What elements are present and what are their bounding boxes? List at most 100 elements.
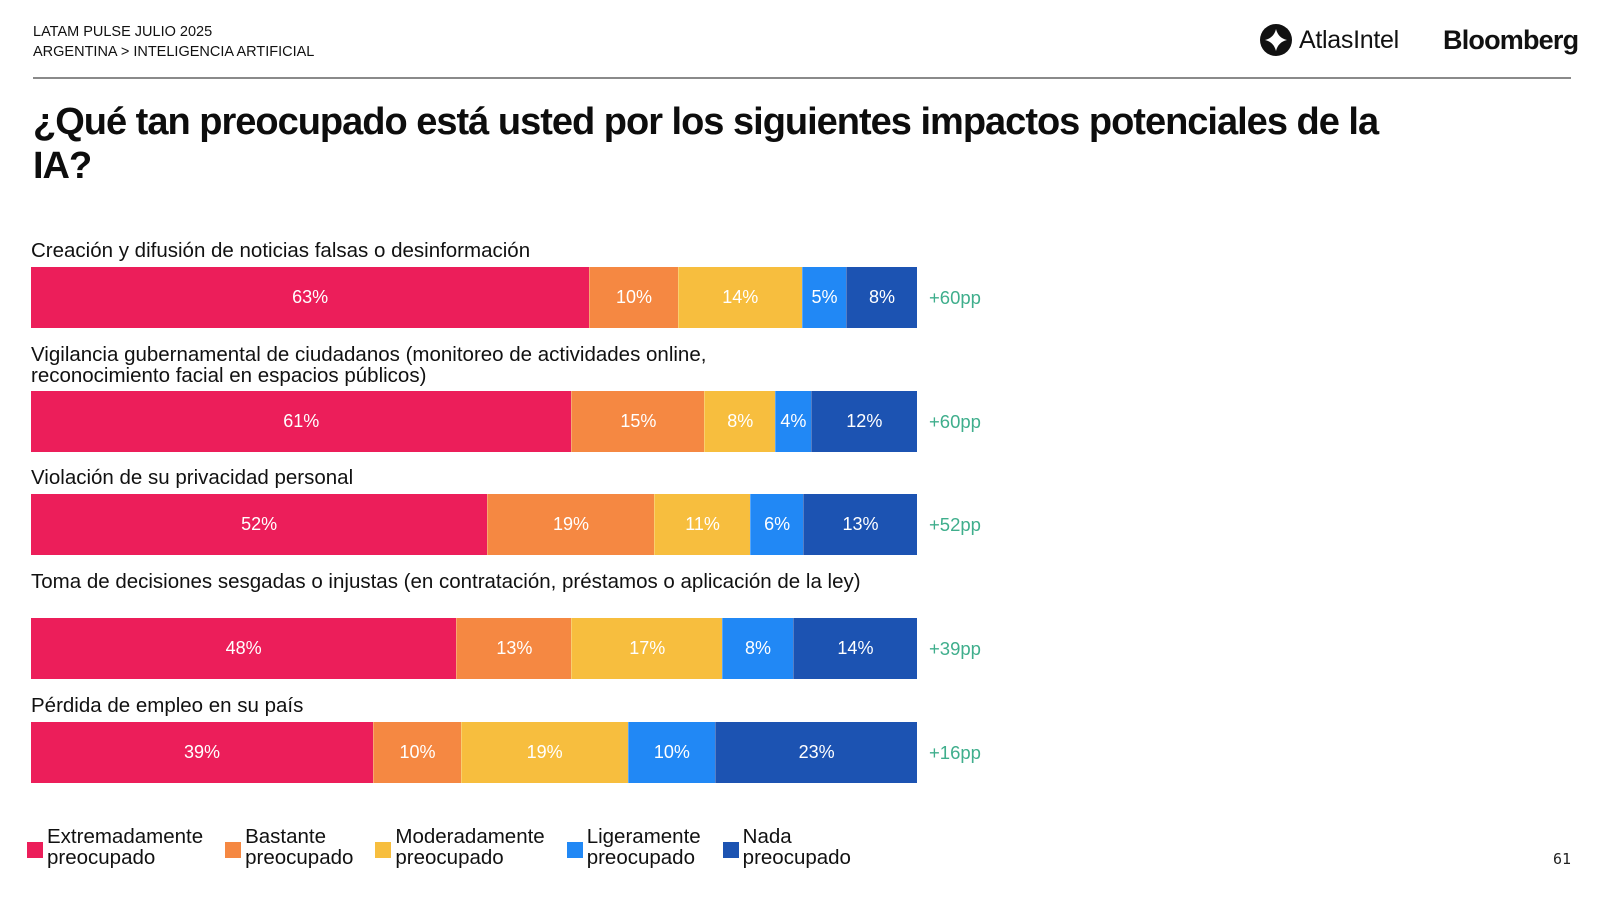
net-score-label: +52pp <box>929 514 981 535</box>
net-score-label: +60pp <box>929 287 981 308</box>
bar-segment-extremadamente: 48% <box>31 618 457 679</box>
data-label: 39% <box>184 742 221 762</box>
data-label: 12% <box>846 411 883 431</box>
data-label: 61% <box>283 411 320 431</box>
stacked-bar: 39% 10% 19% 10% 23% <box>31 722 917 783</box>
data-label: 17% <box>629 638 666 658</box>
bar-segment-bastante: 19% <box>487 494 654 555</box>
chart-legend: Extremadamente preocupado Bastante preocupa… <box>27 826 873 868</box>
bar-segment-nada: 13% <box>802 494 917 555</box>
legend-label-line: preocupado <box>245 846 354 869</box>
bar-segment-bastante: 10% <box>589 267 678 328</box>
category-label: Violación de su privacidad personal <box>31 466 354 489</box>
legend-item: Extremadamente preocupado <box>27 826 203 868</box>
net-score-label: +39pp <box>929 638 981 659</box>
atlasintel-logo-text: AtlasIntel <box>1299 25 1399 54</box>
data-label: 19% <box>526 742 563 762</box>
bar-segment-ligeramente: 4% <box>775 391 811 452</box>
legend-label-line: preocupado <box>586 846 695 869</box>
data-label: 5% <box>811 287 838 307</box>
legend-label: Moderadamente preocupado <box>395 826 544 868</box>
legend-label-line: Extremadamente <box>47 825 204 848</box>
legend-swatch <box>722 842 739 858</box>
bar-segment-ligeramente: 5% <box>801 267 847 328</box>
breadcrumb: LATAM PULSE JULIO 2025 ARGENTINA > INTEL… <box>33 22 314 62</box>
stacked-bar: 48% 13% 17% 8% 14% <box>31 618 917 679</box>
stacked-bar: 63% 10% 14% 5% 8% <box>31 267 917 328</box>
bar-segment-extremadamente: 63% <box>31 267 590 328</box>
bar-segment-bastante: 15% <box>571 391 705 452</box>
data-label: 10% <box>653 742 690 762</box>
legend-swatch <box>566 842 583 858</box>
atlasintel-logo: AtlasIntel <box>1259 22 1399 58</box>
data-label: 19% <box>552 514 589 534</box>
legend-item: Moderadamente preocupado <box>375 826 545 868</box>
data-label: 52% <box>241 514 278 534</box>
data-label: 10% <box>399 742 436 762</box>
legend-label-line: Moderadamente <box>395 825 545 848</box>
legend-item: Ligeramente preocupado <box>566 826 701 868</box>
data-label: 14% <box>722 287 759 307</box>
legend-label-line: Ligeramente <box>586 825 701 848</box>
legend-item: Nada preocupado <box>722 826 851 868</box>
data-label: 10% <box>615 287 652 307</box>
legend-label-line: preocupado <box>742 846 851 869</box>
page-number: 61 <box>1553 850 1572 868</box>
legend-label: Bastante preocupado <box>245 826 353 868</box>
legend-swatch <box>225 842 242 858</box>
bar-segment-ligeramente: 8% <box>722 618 793 679</box>
header-divider <box>33 77 1571 79</box>
atlasintel-logo-icon <box>1260 24 1292 56</box>
data-label: 48% <box>225 638 262 658</box>
bar-segment-nada: 23% <box>715 722 917 783</box>
bar-segment-moderadamente: 19% <box>460 722 628 783</box>
bar-segment-extremadamente: 61% <box>31 391 572 452</box>
bar-segment-moderadamente: 11% <box>653 494 751 555</box>
data-label: 6% <box>764 514 791 534</box>
chart-title: ¿Qué tan preocupado está usted por los s… <box>33 101 1379 187</box>
legend-label: Nada preocupado <box>743 826 851 868</box>
section-path: ARGENTINA > INTELIGENCIA ARTIFICIAL <box>33 44 315 60</box>
bloomberg-logo: Bloomberg <box>1443 25 1579 55</box>
bar-segment-bastante: 10% <box>373 722 461 783</box>
data-label: 8% <box>744 638 771 658</box>
legend-swatch <box>375 842 392 858</box>
data-label: 13% <box>496 638 533 658</box>
bar-segment-ligeramente: 10% <box>627 722 716 783</box>
bar-segment-nada: 14% <box>792 618 917 679</box>
legend-label-line: preocupado <box>395 846 504 869</box>
legend-label: Ligeramente preocupado <box>587 826 701 868</box>
bar-segment-moderadamente: 14% <box>677 267 802 328</box>
stacked-bar: 52% 19% 11% 6% 13% <box>31 494 917 555</box>
bar-segment-nada: 8% <box>846 267 917 328</box>
bar-segment-moderadamente: 8% <box>704 391 776 452</box>
stacked-bar: 61% 15% 8% 4% 12% <box>31 391 917 452</box>
data-label: 23% <box>798 742 835 762</box>
bar-segment-extremadamente: 39% <box>31 722 374 783</box>
net-score-label: +16pp <box>929 742 981 763</box>
report-name: LATAM PULSE JULIO 2025 <box>33 24 213 40</box>
data-label: 8% <box>727 411 754 431</box>
category-label: Toma de decisiones sesgadas o injustas (… <box>31 570 861 593</box>
bar-segment-extremadamente: 52% <box>31 494 488 555</box>
data-label: 4% <box>780 411 807 431</box>
data-label: 11% <box>685 514 720 534</box>
legend-swatch <box>27 842 43 858</box>
data-label: 13% <box>842 514 879 534</box>
net-score-label: +60pp <box>929 411 981 432</box>
data-label: 63% <box>292 287 329 307</box>
bar-segment-ligeramente: 6% <box>750 494 803 555</box>
legend-label-line: Bastante <box>245 825 327 848</box>
bar-segment-bastante: 13% <box>456 618 572 679</box>
data-label: 14% <box>837 638 874 658</box>
bar-segment-moderadamente: 17% <box>571 618 723 679</box>
category-label: Pérdida de empleo en su país <box>31 694 304 717</box>
bar-segment-nada: 12% <box>810 391 917 452</box>
legend-label-line: Nada <box>742 825 792 848</box>
data-label: 8% <box>869 287 896 307</box>
category-label: Creación y difusión de noticias falsas o… <box>31 239 531 262</box>
legend-item: Bastante preocupado <box>225 826 353 868</box>
category-label: Vigilancia gubernamental de ciudadanos (… <box>31 343 707 387</box>
data-label: 15% <box>620 411 657 431</box>
